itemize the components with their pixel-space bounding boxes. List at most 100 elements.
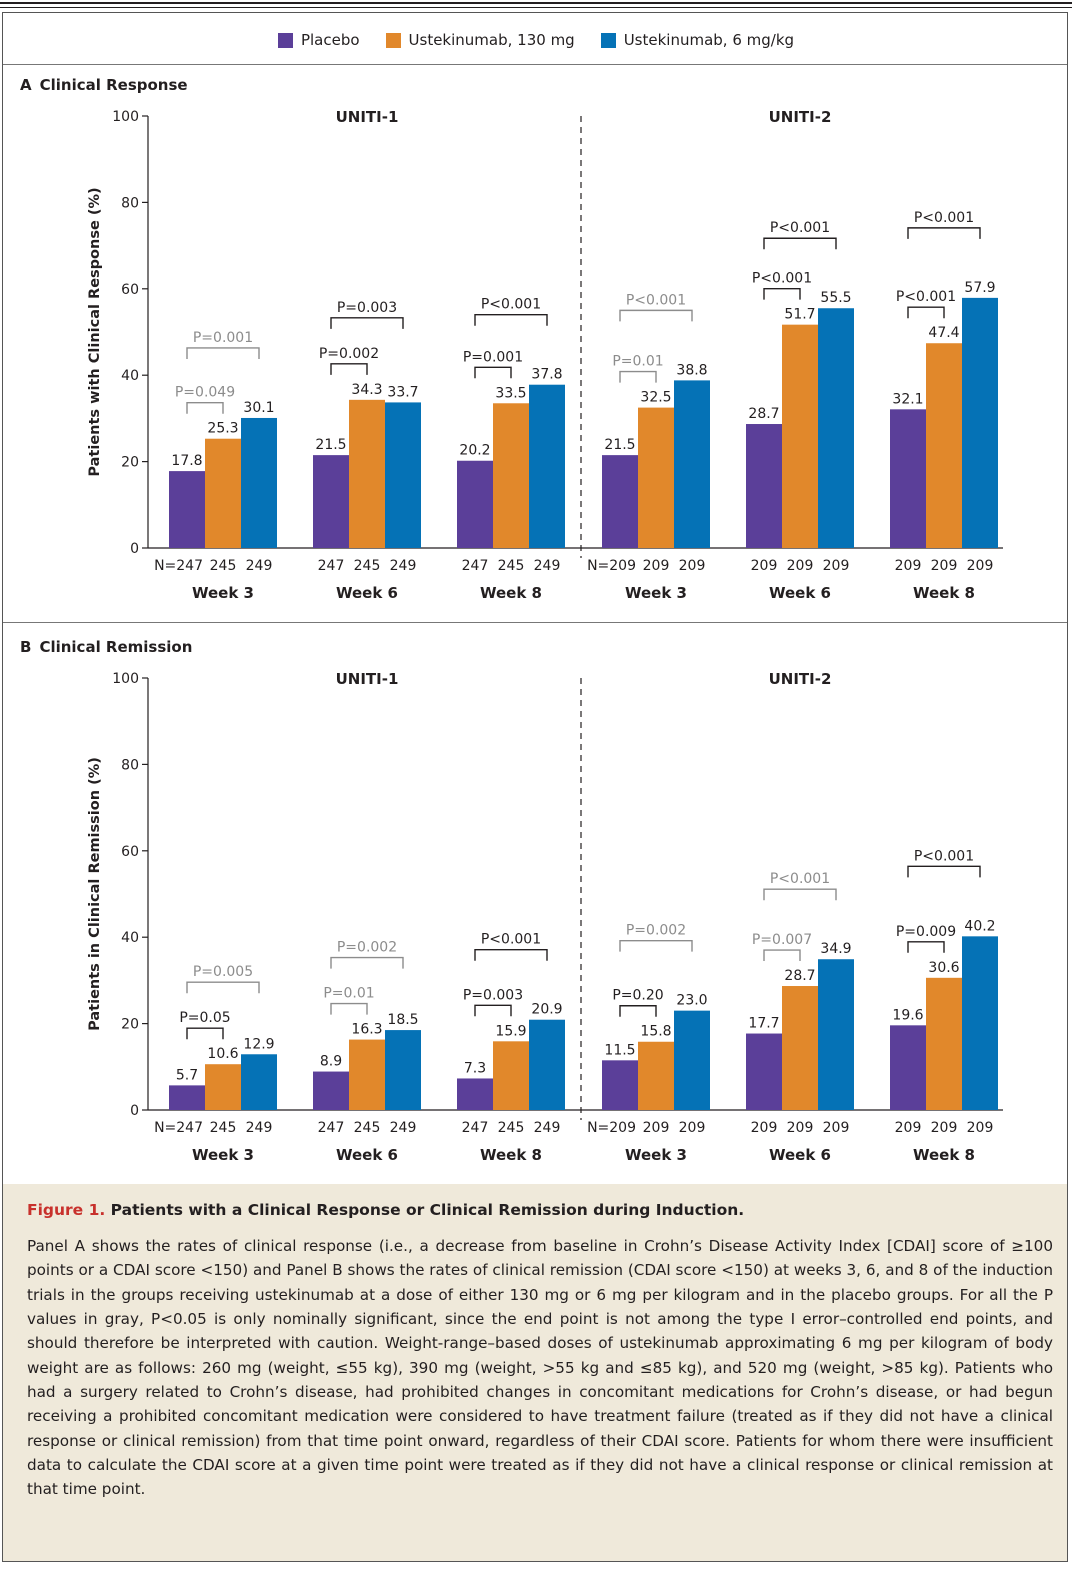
a-value-label: 57.9 (964, 280, 995, 296)
b-p-value: P=0.005 (193, 964, 253, 980)
a-n-label: 209 (895, 558, 922, 574)
a-n-label: 245 (210, 558, 237, 574)
b-week-label: Week 3 (192, 1146, 254, 1164)
a-p-value: P=0.001 (193, 330, 253, 346)
a-bar (674, 380, 710, 548)
b-bar (241, 1054, 277, 1110)
legend-label-ustekinumab-6: Ustekinumab, 6 mg/kg (623, 31, 795, 49)
figure-caption: Figure 1. Patients with a Clinical Respo… (3, 1184, 1067, 1561)
a-bar (602, 455, 638, 548)
a-n-label: 249 (246, 558, 273, 574)
top-rule-thick (0, 2, 1072, 4)
b-n-label: 209 (823, 1120, 850, 1136)
a-bracket-low (763, 287, 801, 300)
b-n-label: 209 (967, 1120, 994, 1136)
a-n-label: N=209 (587, 558, 636, 574)
legend-swatch-ustekinumab-130 (385, 32, 401, 48)
b-p-value: P=0.003 (463, 987, 523, 1003)
a-bracket-high (763, 237, 837, 250)
a-value-label: 37.8 (531, 367, 562, 383)
b-bar (385, 1030, 421, 1110)
b-bar (602, 1060, 638, 1110)
a-value-label: 28.7 (748, 406, 779, 422)
b-value-label: 16.3 (351, 1022, 382, 1038)
a-bracket-high (907, 227, 981, 239)
b-bracket-high (907, 865, 981, 878)
a-n-label: 247 (462, 558, 489, 574)
legend-label-ustekinumab-130: Ustekinumab, 130 mg (408, 31, 575, 49)
b-week-label: Week 3 (625, 1146, 687, 1164)
b-p-value: P=0.20 (612, 988, 663, 1004)
b-value-label: 15.8 (640, 1024, 671, 1040)
b-bar (638, 1041, 674, 1110)
a-value-label: 51.7 (784, 307, 815, 323)
b-y-tick-label: 60 (121, 844, 139, 860)
a-bar (385, 402, 421, 548)
a-p-value: P=0.01 (612, 354, 663, 370)
a-value-label: 38.8 (676, 362, 707, 378)
b-p-value: P=0.01 (323, 986, 374, 1002)
a-value-label: 32.5 (640, 390, 671, 406)
a-p-value: P<0.001 (481, 297, 541, 313)
b-value-label: 17.7 (748, 1016, 779, 1032)
a-bar (962, 297, 998, 548)
a-bar (457, 460, 493, 548)
panel-b-title: Clinical Remission (39, 638, 193, 656)
a-n-label: 209 (931, 558, 958, 574)
b-bracket-low (907, 941, 945, 953)
b-bracket-low (186, 1027, 224, 1040)
b-trial-title: UNITI-1 (336, 670, 399, 688)
a-value-label: 25.3 (207, 421, 238, 437)
b-p-value: P=0.002 (626, 923, 686, 939)
a-week-label: Week 8 (913, 584, 975, 602)
a-bracket-high (186, 347, 260, 359)
b-n-label: 245 (354, 1120, 381, 1136)
a-bracket-high (330, 317, 404, 329)
b-bar (313, 1071, 349, 1110)
a-bracket-low (619, 370, 657, 383)
b-value-label: 28.7 (784, 968, 815, 984)
b-y-tick-label: 0 (130, 1103, 139, 1119)
a-bar (638, 407, 674, 548)
a-y-tick-label: 0 (130, 541, 139, 557)
a-bar (746, 424, 782, 548)
b-n-label: 245 (210, 1120, 237, 1136)
b-n-label: 209 (931, 1120, 958, 1136)
b-week-label: Week 8 (913, 1146, 975, 1164)
b-y-tick-label: 100 (112, 671, 139, 687)
b-bar (746, 1033, 782, 1110)
panel-b-letter: B (20, 638, 32, 656)
a-value-label: 33.5 (495, 385, 526, 401)
a-bar (205, 438, 241, 548)
b-n-label: 249 (534, 1120, 561, 1136)
a-bracket-low (474, 366, 512, 379)
a-n-label: 209 (751, 558, 778, 574)
b-bar (818, 959, 854, 1110)
chart-clinical-remission: 0 20 40 60 80 100 Patients in Clinical Remissi… (87, 670, 1003, 1164)
a-bracket-high (619, 309, 693, 322)
a-p-value: P<0.001 (896, 289, 956, 305)
a-trial-title: UNITI-2 (769, 108, 832, 126)
b-week-label: Week 6 (769, 1146, 831, 1164)
a-y-axis-label: Patients with Clinical Response (%) (87, 187, 103, 476)
a-value-label: 20.2 (459, 443, 490, 459)
a-value-label: 55.5 (820, 290, 851, 306)
b-bracket-low (763, 949, 801, 962)
a-value-label: 33.7 (387, 384, 418, 400)
b-y-tick-label: 80 (121, 757, 139, 773)
b-n-label: 209 (751, 1120, 778, 1136)
b-value-label: 34.9 (820, 941, 851, 957)
b-p-value: P<0.001 (770, 871, 830, 887)
a-n-label: 209 (679, 558, 706, 574)
a-value-label: 32.1 (892, 391, 923, 407)
b-value-label: 11.5 (604, 1042, 635, 1058)
a-n-label: 209 (643, 558, 670, 574)
legend-divider (3, 64, 1067, 65)
b-n-label: 209 (895, 1120, 922, 1136)
a-p-value: P=0.003 (337, 300, 397, 316)
legend: Placebo Ustekinumab, 130 mg Ustekinumab,… (0, 18, 1072, 62)
b-value-label: 7.3 (464, 1060, 486, 1076)
b-y-axis-label: Patients in Clinical Remission (%) (87, 757, 103, 1031)
legend-item-placebo: Placebo (277, 31, 360, 49)
a-bar (529, 384, 565, 548)
